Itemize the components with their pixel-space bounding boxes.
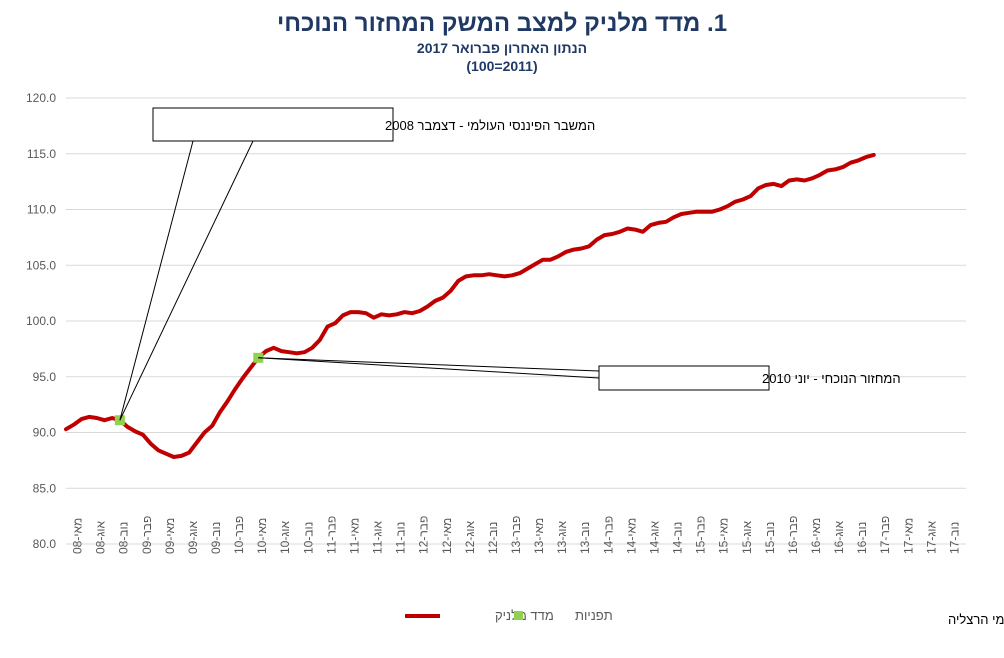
callout-box	[152, 107, 394, 142]
x-tick-label: נוב-08	[117, 522, 131, 554]
x-tick-label: פבר-12	[417, 516, 431, 554]
y-tick-label: 95.0	[33, 370, 57, 384]
x-tick-label: פבר-10	[232, 516, 246, 554]
x-tick-label: אוג-10	[278, 520, 292, 554]
callout-leader-line	[258, 357, 600, 372]
annotations: המשבר הפיננסי העולמי - דצמבר 2008 המחזור …	[119, 107, 901, 421]
gridlines	[66, 97, 966, 545]
x-tick-label: פבר-09	[140, 516, 154, 554]
callout-leader-line	[119, 140, 194, 421]
callout-leader-line	[119, 140, 254, 421]
x-tick-label: אוג-17	[924, 520, 938, 554]
y-tick-label: 115.0	[27, 147, 56, 161]
x-tick-label: נוב-10	[301, 522, 315, 554]
y-tick-label: 120.0	[26, 91, 56, 105]
y-tick-label: 110.0	[27, 203, 56, 217]
credit-text: פרופ' רפי מלניק, המרכז הבינתחומי הרצליה	[948, 612, 1004, 627]
x-tick-label: נוב-13	[578, 522, 592, 554]
legend-marker-swatch	[514, 611, 523, 620]
x-tick-label: פבר-16	[786, 516, 800, 554]
x-tick-label: פבר-15	[694, 516, 708, 554]
x-tick-label: מאי-09	[163, 518, 177, 554]
x-tick-label: אוג-16	[832, 520, 846, 554]
y-axis: 80.0 85.0 90.0 95.0 100.0 105.0 110.0 115.0 120.…	[26, 91, 56, 551]
y-tick-label: 80.0	[33, 537, 57, 551]
x-tick-label: פבר-13	[509, 516, 523, 554]
y-tick-label: 100.0	[26, 314, 56, 328]
x-tick-label: אוג-09	[186, 520, 200, 554]
chart-subtitle: הנתון האחרון פברואר 2017	[416, 40, 588, 56]
series-line	[64, 152, 876, 459]
legend-markers-label: תפניות	[575, 608, 613, 623]
x-tick-label: מאי-16	[809, 518, 823, 554]
x-tick-label: אוג-15	[740, 520, 754, 554]
legend: מדד מלניק תפניות	[405, 608, 613, 623]
x-tick-label: מאי-17	[901, 518, 915, 554]
x-tick-label: אוג-12	[463, 520, 477, 554]
chart-title: 1. מדד מלניק למצב המשק המחזור הנוכחי	[276, 10, 728, 37]
x-tick-label: נוב-09	[209, 522, 223, 554]
x-tick-label: מאי-10	[255, 518, 269, 554]
x-tick-label: נוב-11	[394, 522, 408, 554]
x-tick-label: אוג-14	[647, 520, 661, 554]
x-tick-label: מאי-11	[347, 518, 361, 554]
x-tick-label: פבר-17	[878, 516, 892, 554]
x-tick-label: נוב-17	[947, 522, 961, 554]
x-tick-label: מאי-15	[717, 518, 731, 554]
y-tick-label: 105.0	[26, 258, 56, 272]
x-axis: מאי-08 אוג-08 נוב-08 פבר-09 מאי-09 אוג-09 נוב-…	[71, 516, 962, 554]
x-tick-label: מאי-08	[71, 518, 85, 554]
x-tick-label: נוב-15	[763, 522, 777, 554]
legend-series-label: מדד מלניק	[495, 608, 554, 623]
x-tick-label: מאי-13	[532, 518, 546, 554]
callout-box	[598, 365, 770, 391]
x-tick-label: אוג-13	[555, 520, 569, 554]
y-tick-label: 85.0	[33, 481, 57, 495]
callout-text: המשבר הפיננסי העולמי - דצמבר 2008	[385, 118, 595, 133]
series-layer	[64, 152, 876, 459]
y-tick-label: 90.0	[33, 426, 57, 440]
x-tick-label: פבר-11	[324, 516, 338, 554]
x-tick-label: פבר-14	[601, 516, 615, 554]
x-tick-label: נוב-16	[855, 522, 869, 554]
chart-subtitle-base: (100=2011)	[466, 58, 538, 74]
x-tick-label: אוג-11	[371, 520, 385, 554]
callout-leader-line	[258, 357, 600, 379]
x-tick-label: מאי-14	[624, 518, 638, 554]
x-tick-label: נוב-14	[671, 522, 685, 554]
x-tick-label: נוב-12	[486, 522, 500, 554]
callout-text: המחזור הנוכחי - יוני 2010	[762, 371, 901, 386]
x-tick-label: מאי-12	[440, 518, 454, 554]
x-tick-label: אוג-08	[94, 520, 108, 554]
